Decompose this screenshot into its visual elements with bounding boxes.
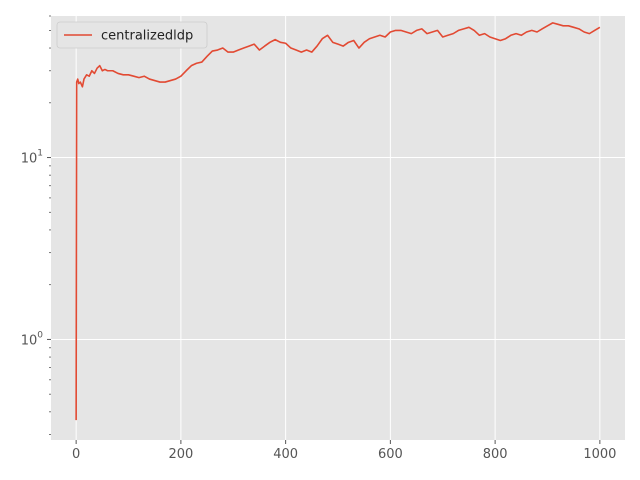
x-tick-label: 400	[273, 447, 298, 462]
y-tick-exponent: 0	[37, 330, 43, 340]
y-tick-base: 10	[21, 152, 38, 167]
y-tick-base: 10	[21, 333, 38, 348]
legend-box	[56, 21, 208, 49]
x-tick-label: 600	[378, 447, 403, 462]
legend: centralizedldp	[56, 21, 208, 49]
x-axis-ticks: 0 200 400 600 800 1000	[72, 440, 616, 462]
series-line-centralizedldp	[75, 22, 601, 421]
x-tick-label: 0	[72, 447, 80, 462]
x-tick-label: 1000	[583, 447, 616, 462]
plot-background	[51, 16, 625, 440]
minor-ticks	[49, 15, 51, 435]
y-tick-label: 100	[21, 330, 44, 348]
x-tick-label: 200	[168, 447, 193, 462]
y-tick-label: 101	[21, 149, 43, 167]
grid-lines	[51, 16, 625, 440]
y-tick-exponent: 1	[37, 149, 43, 159]
x-tick-label: 800	[483, 447, 508, 462]
legend-label-centralizedldp: centralizedldp	[101, 29, 193, 44]
